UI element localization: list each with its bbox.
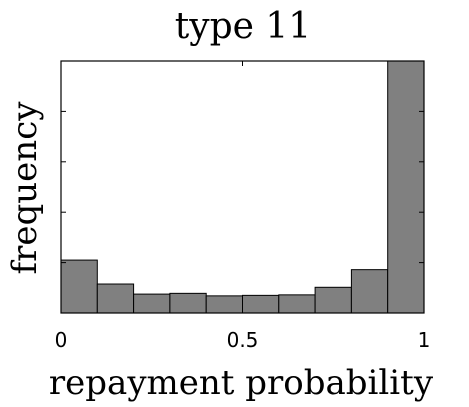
x-tick-label: 1 — [418, 328, 431, 352]
histogram-bar — [387, 60, 425, 314]
histogram-bar — [60, 259, 98, 314]
x-tick-label: 0.5 — [227, 328, 259, 352]
histogram-bar — [350, 269, 389, 314]
y-ticks-group — [61, 110, 424, 264]
histogram-bar — [96, 283, 135, 314]
histogram-bar — [205, 295, 243, 314]
chart-title: type 11 — [175, 6, 311, 47]
histogram-bar — [133, 293, 171, 314]
y-axis-label: frequency — [5, 101, 45, 275]
histogram-bar — [314, 286, 352, 314]
bars-group — [60, 60, 425, 314]
x-tick-label: 0 — [55, 328, 68, 352]
x-ticks-group: 0 0.5 1 — [55, 61, 431, 352]
x-axis-label: repayment probability — [49, 363, 434, 403]
histogram-bar — [278, 294, 316, 314]
histogram-bar — [242, 294, 280, 314]
histogram-bar — [169, 292, 207, 314]
